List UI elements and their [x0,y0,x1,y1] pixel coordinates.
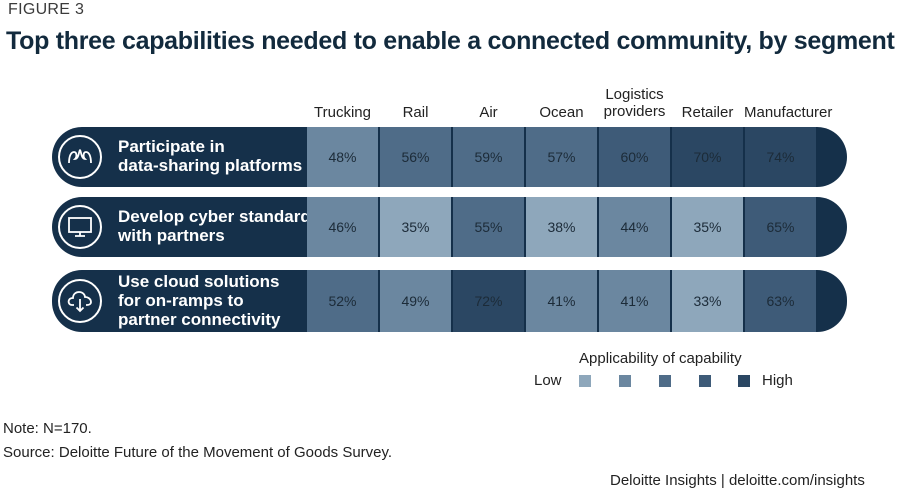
heatmap-cell: 41% [599,270,670,332]
column-header: Trucking [314,104,371,121]
column-header: Rail [402,104,429,121]
legend-swatch [738,375,750,387]
row-label: Participate in data-sharing platforms [118,137,303,175]
heatmap-cell: 65% [745,197,816,257]
note-text: Note: N=170. [3,420,92,437]
heatmap-cell: 72% [453,270,524,332]
heatmap-cell: 60% [599,127,670,187]
column-header: Ocean [539,104,584,121]
legend-swatch [619,375,631,387]
column-header: Retailer [681,104,734,121]
column-header: Logistics providers [603,86,666,120]
heatmap-cell: 33% [672,270,743,332]
heatmap-cell: 63% [745,270,816,332]
cloud-download-icon [58,279,102,323]
heatmap-cell: 46% [307,197,378,257]
brand-footer: Deloitte Insights | deloitte.com/insight… [610,472,865,489]
heatmap-cell: 74% [745,127,816,187]
row-label: Develop cyber standards with partners [118,207,321,245]
heatmap-cell: 70% [672,127,743,187]
legend-high-label: High [762,372,793,389]
heatmap-cell: 55% [453,197,524,257]
figure-label: FIGURE 3 [8,1,85,18]
heatmap-cell: 48% [307,127,378,187]
legend-title: Applicability of capability [579,350,742,367]
legend-low-label: Low [534,372,562,389]
heatmap-cell: 59% [453,127,524,187]
legend-swatch [579,375,591,387]
heatmap-cell: 52% [307,270,378,332]
column-header: Manufacturer [744,104,833,121]
source-text: Source: Deloitte Future of the Movement … [3,444,393,461]
heatmap-cell: 57% [526,127,597,187]
chart-title: Top three capabilities needed to enable … [6,27,895,55]
people-network-icon [58,135,102,179]
legend-swatch [699,375,711,387]
heatmap-cell: 44% [599,197,670,257]
heatmap-cell: 41% [526,270,597,332]
heatmap-cell: 35% [380,197,451,257]
monitor-icon [58,205,102,249]
column-header: Air [479,104,498,121]
heatmap-cell: 56% [380,127,451,187]
legend-swatch [659,375,671,387]
heatmap-cell: 38% [526,197,597,257]
heatmap-cell: 35% [672,197,743,257]
heatmap-cell: 49% [380,270,451,332]
row-label: Use cloud solutions for on-ramps to part… [118,271,281,329]
